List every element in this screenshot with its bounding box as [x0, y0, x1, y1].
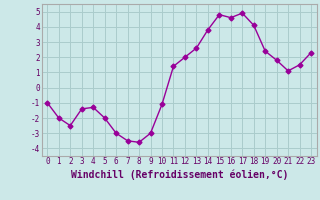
- X-axis label: Windchill (Refroidissement éolien,°C): Windchill (Refroidissement éolien,°C): [70, 169, 288, 180]
